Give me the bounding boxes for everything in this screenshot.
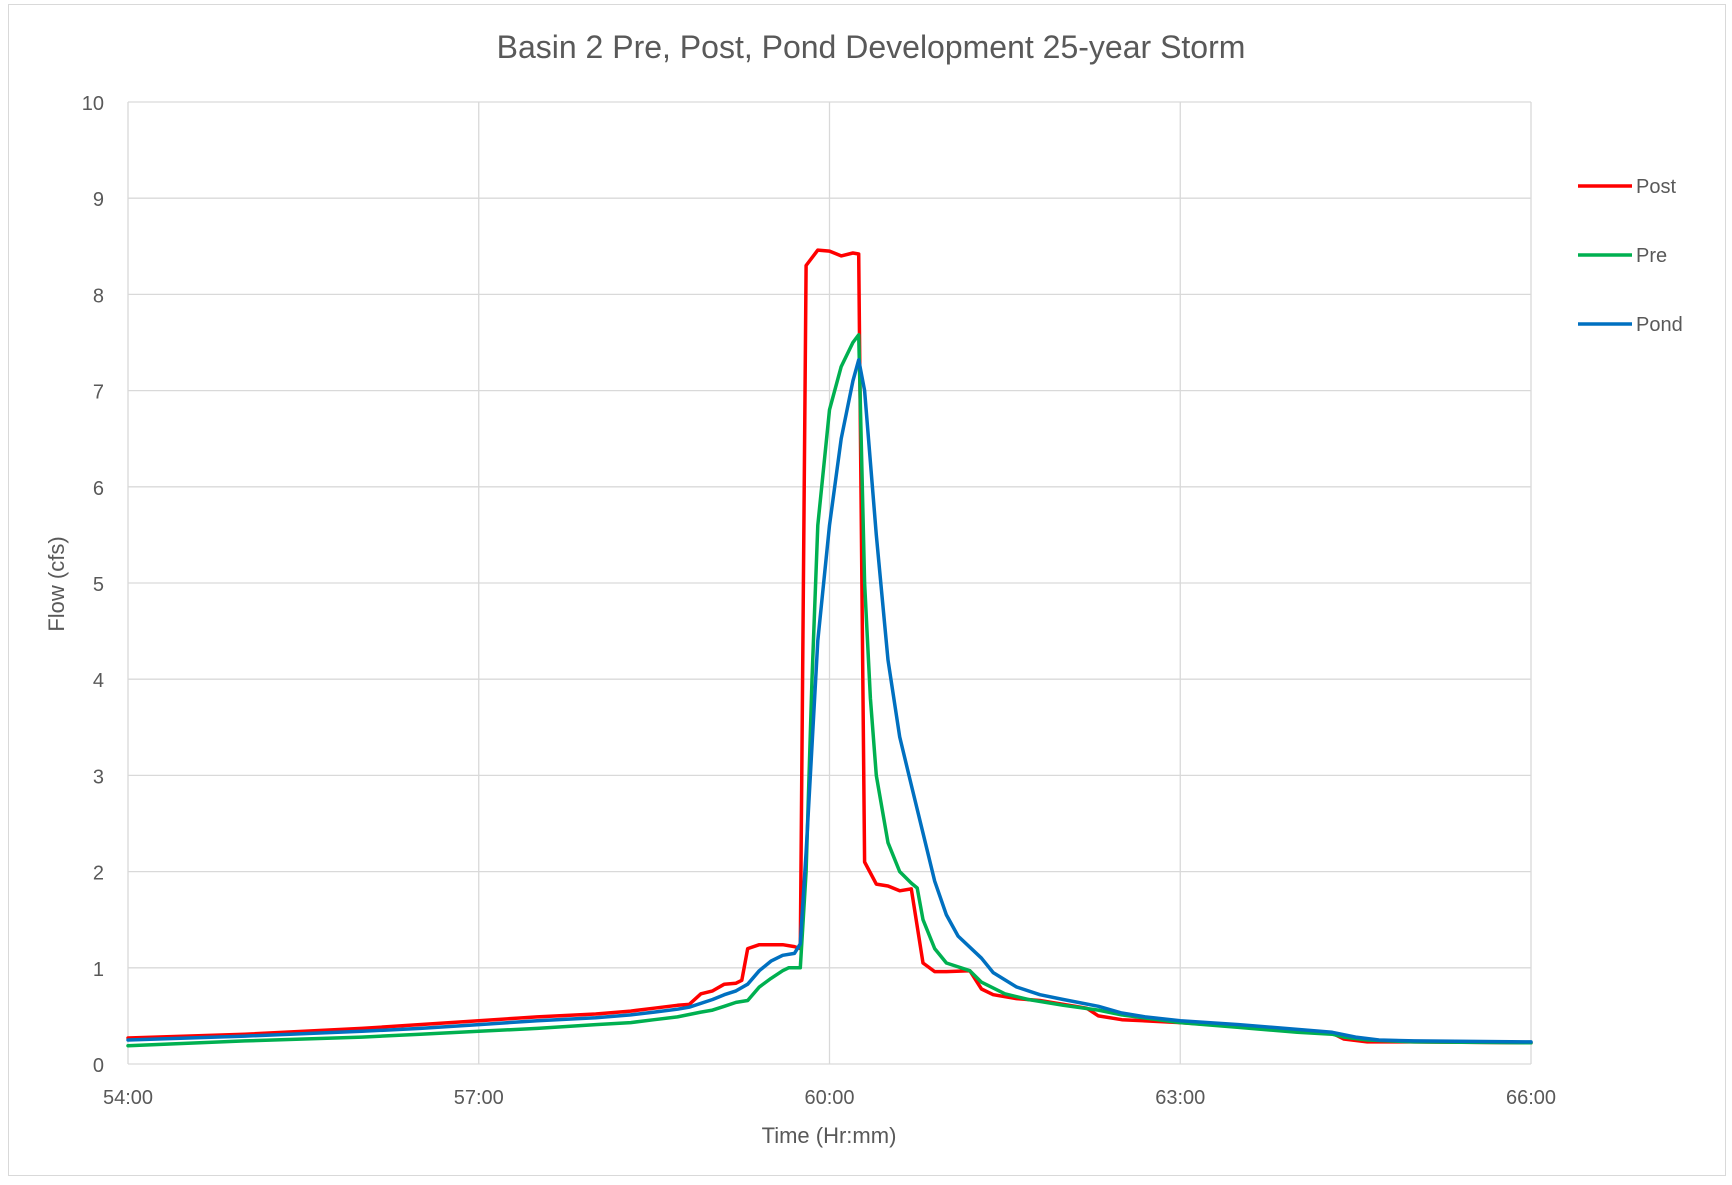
axes: 0 1 2 3 4 5 6 7 8 9 10 54:00 57:00 60:00 63:00 66:00 bbox=[82, 93, 1556, 1109]
y-tick-label: 10 bbox=[82, 93, 104, 115]
legend: Post Pre Pond bbox=[1578, 176, 1683, 336]
chart-frame bbox=[8, 4, 1726, 1176]
y-tick-label: 1 bbox=[93, 959, 104, 981]
legend-label-pre: Pre bbox=[1636, 245, 1667, 267]
y-tick-label: 4 bbox=[93, 670, 104, 692]
legend-label-post: Post bbox=[1636, 176, 1676, 198]
y-tick-label: 0 bbox=[93, 1055, 104, 1077]
series-line-pond bbox=[126, 358, 1533, 1044]
y-axis-title: Flow (cfs) bbox=[44, 536, 69, 631]
y-tick-label: 3 bbox=[93, 766, 104, 788]
x-tick-label: 60:00 bbox=[804, 1087, 854, 1109]
y-tick-label: 6 bbox=[93, 478, 104, 500]
x-axis-title: Time (Hr:mm) bbox=[762, 1123, 897, 1148]
series-line-pre bbox=[126, 333, 1533, 1048]
series-line-post bbox=[126, 248, 1533, 1045]
y-tick-label: 5 bbox=[93, 574, 104, 596]
chart-title: Basin 2 Pre, Post, Pond Development 25-y… bbox=[497, 29, 1246, 65]
y-tick-label: 8 bbox=[93, 285, 104, 307]
gridlines bbox=[127, 101, 1532, 1065]
y-tick-label: 2 bbox=[93, 863, 104, 885]
x-tick-label: 66:00 bbox=[1506, 1087, 1556, 1109]
x-tick-label: 63:00 bbox=[1155, 1087, 1205, 1109]
legend-label-pond: Pond bbox=[1636, 314, 1683, 336]
y-tick-label: 9 bbox=[93, 189, 104, 211]
x-tick-label: 54:00 bbox=[103, 1087, 153, 1109]
data-series bbox=[126, 248, 1533, 1048]
y-tick-label: 7 bbox=[93, 382, 104, 404]
x-tick-label: 57:00 bbox=[454, 1087, 504, 1109]
